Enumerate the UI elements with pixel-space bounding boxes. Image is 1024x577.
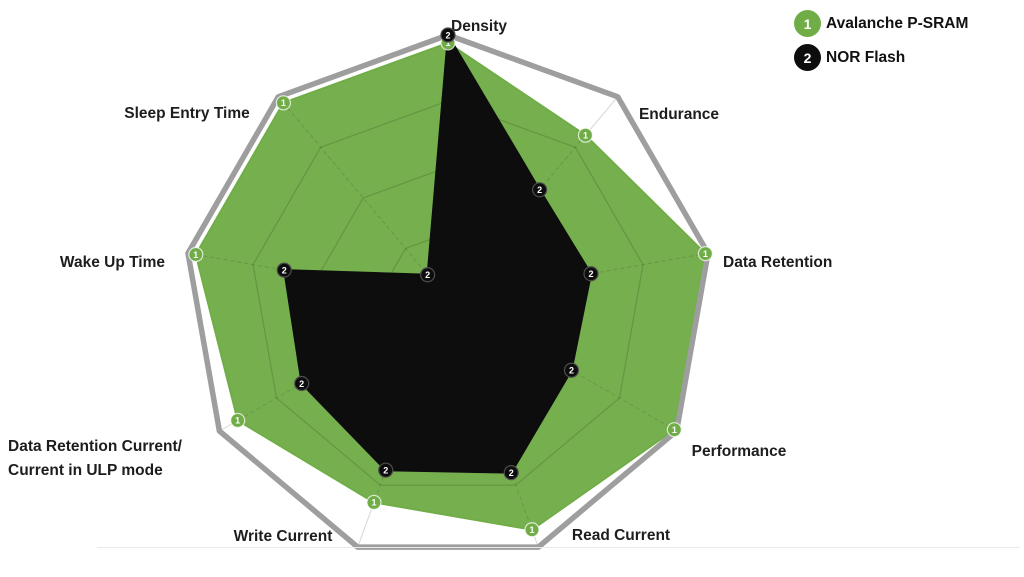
axis-spoke-overlay bbox=[277, 96, 449, 300]
axis-label-read-current: Read Current bbox=[572, 527, 670, 544]
axis-labels: Density Endurance Data Retention Perform… bbox=[8, 18, 832, 545]
data-point-marker-1 bbox=[275, 95, 291, 111]
data-point-marker-number: 2 bbox=[569, 366, 574, 376]
data-point-marker-1 bbox=[524, 522, 540, 538]
data-point-marker-2 bbox=[583, 266, 599, 282]
series-2-legend-marker: 2 bbox=[794, 44, 821, 71]
axis-label-data-retention: Data Retention bbox=[723, 254, 832, 271]
data-point-marker-number: 1 bbox=[281, 98, 286, 108]
data-point-marker-number: 1 bbox=[445, 38, 450, 48]
series-2-legend-label: NOR Flash bbox=[826, 48, 906, 66]
legend: 1 Avalanche P-SRAM 2 NOR Flash bbox=[794, 10, 968, 71]
data-point-marker-number: 2 bbox=[282, 265, 287, 275]
series-polygon-black-layer bbox=[283, 34, 592, 474]
data-point-marker-number: 2 bbox=[588, 269, 593, 279]
data-point-marker-number: 2 bbox=[445, 30, 450, 40]
data-point-marker-1 bbox=[577, 127, 594, 143]
data-point-marker-2 bbox=[563, 362, 580, 378]
data-point-marker-1 bbox=[188, 246, 204, 263]
data-point-marker-2 bbox=[420, 267, 436, 283]
axis-label-data-retention-current-line1: Data Retention Current/ bbox=[8, 438, 183, 455]
data-point-marker-2 bbox=[440, 27, 456, 43]
series-1-legend-label: Avalanche P-SRAM bbox=[826, 14, 969, 32]
data-point-marker-1 bbox=[366, 494, 382, 511]
axis-label-performance: Performance bbox=[692, 443, 787, 460]
data-point-marker-number: 1 bbox=[672, 425, 677, 435]
data-point-marker-2 bbox=[276, 262, 292, 278]
data-point-marker-2 bbox=[294, 375, 310, 392]
data-point-marker-number: 1 bbox=[371, 498, 376, 508]
axis-label-sleep-entry-time: Sleep Entry Time bbox=[124, 105, 250, 122]
data-point-marker-number: 2 bbox=[299, 379, 304, 389]
data-point-marker-number: 1 bbox=[583, 130, 588, 140]
plot-area-bottom-border bbox=[97, 547, 1020, 548]
grid-ring-overlay bbox=[252, 100, 644, 486]
axis-label-write-current: Write Current bbox=[234, 528, 333, 545]
data-point-marker-number: 2 bbox=[383, 465, 388, 475]
legend-item-avalanche-psram: 1 Avalanche P-SRAM bbox=[794, 10, 968, 37]
series-1-legend-marker: 1 bbox=[794, 10, 821, 37]
data-point-marker-number: 1 bbox=[703, 249, 708, 259]
data-point-marker-number: 2 bbox=[537, 185, 542, 195]
axis-label-wake-up-time: Wake Up Time bbox=[60, 254, 165, 271]
data-point-marker-2 bbox=[378, 462, 394, 478]
data-point-marker-number: 1 bbox=[193, 250, 198, 260]
data-point-marker-number: 1 bbox=[235, 416, 240, 426]
data-point-marker-1 bbox=[230, 412, 246, 429]
legend-item-nor-flash: 2 NOR Flash bbox=[794, 44, 968, 71]
data-point-marker-2 bbox=[503, 465, 519, 481]
series-polygon-nor-flash bbox=[283, 34, 592, 474]
data-point-marker-1 bbox=[666, 422, 682, 438]
axis-label-density: Density bbox=[451, 18, 507, 35]
axis-label-endurance: Endurance bbox=[639, 106, 719, 123]
data-point-marker-2 bbox=[532, 182, 548, 198]
data-point-marker-number: 2 bbox=[509, 468, 514, 478]
axis-label-data-retention-current-line2: Current in ULP mode bbox=[8, 462, 163, 479]
data-point-marker-1 bbox=[697, 246, 713, 262]
data-point-marker-number: 1 bbox=[529, 525, 534, 535]
data-point-marker-number: 2 bbox=[425, 270, 430, 280]
